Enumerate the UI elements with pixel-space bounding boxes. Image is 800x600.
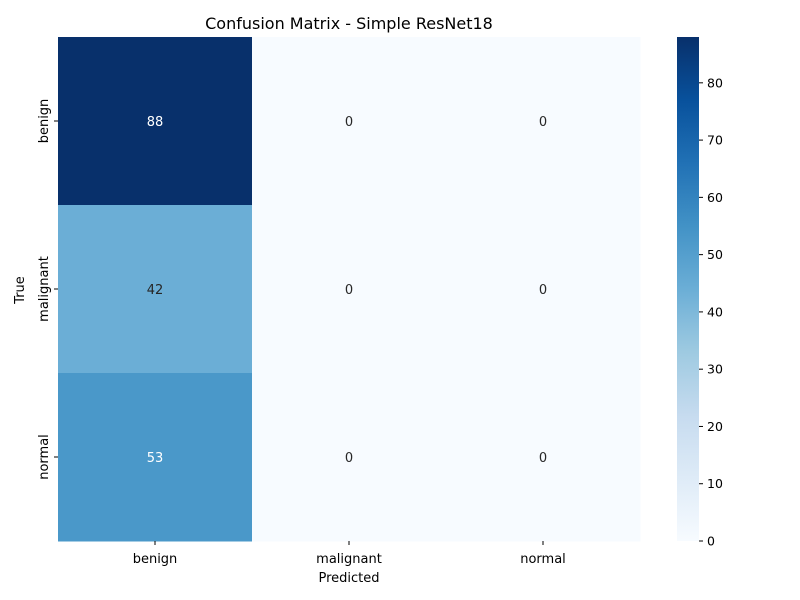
heatmap-cell-normal-benign — [58, 373, 253, 542]
heatmap-cell-malignant-normal — [446, 205, 641, 374]
heatmap-cell-malignant-malignant — [252, 205, 447, 374]
colorbar-tick-label: 80 — [707, 75, 723, 90]
heatmap-cell-normal-malignant — [252, 373, 447, 542]
y-axis-label: True — [13, 276, 28, 305]
colorbar-tick-label: 60 — [707, 190, 723, 205]
colorbar-gradient — [677, 37, 699, 541]
colorbar-tick-label: 10 — [707, 476, 723, 491]
x-tick-label: benign — [133, 552, 178, 567]
x-axis: benign malignant normal — [133, 541, 566, 567]
cell-value-label: 42 — [147, 283, 164, 298]
colorbar-tick-label: 0 — [707, 534, 715, 549]
cell-value-label: 0 — [539, 451, 547, 466]
cell-value-label: 0 — [345, 115, 353, 130]
colorbar-tick-label: 30 — [707, 362, 723, 377]
colorbar-ticks: 0 10 20 30 40 50 60 70 80 — [699, 75, 723, 549]
heatmap-cell-benign-normal — [446, 37, 641, 206]
heatmap-cell-benign-benign — [58, 37, 253, 206]
chart-title: Confusion Matrix - Simple ResNet18 — [205, 14, 493, 33]
cell-value-label: 0 — [539, 283, 547, 298]
y-axis: benign malignant normal — [37, 99, 58, 480]
y-tick-label: normal — [37, 434, 52, 480]
heatmap-cell-malignant-benign — [58, 205, 253, 374]
colorbar-tick-label: 20 — [707, 419, 723, 434]
heatmap-cell-labels: 88 0 0 42 0 0 53 0 0 — [147, 115, 547, 466]
heatmap-cell-benign-malignant — [252, 37, 447, 206]
cell-value-label: 88 — [147, 115, 164, 130]
cell-value-label: 0 — [539, 115, 547, 130]
x-tick-label: normal — [520, 552, 566, 567]
cell-value-label: 53 — [147, 451, 164, 466]
y-tick-label: benign — [37, 99, 52, 144]
cell-value-label: 0 — [345, 283, 353, 298]
colorbar-tick-label: 70 — [707, 133, 723, 148]
colorbar-tick-label: 40 — [707, 304, 723, 319]
cell-value-label: 0 — [345, 451, 353, 466]
heatmap-cells — [58, 37, 641, 542]
x-tick-label: malignant — [316, 552, 382, 567]
heatmap-cell-normal-normal — [446, 373, 641, 542]
colorbar: 0 10 20 30 40 50 60 70 80 — [677, 37, 723, 549]
x-axis-label: Predicted — [318, 571, 379, 586]
colorbar-tick-label: 50 — [707, 247, 723, 262]
y-tick-label: malignant — [37, 256, 52, 322]
